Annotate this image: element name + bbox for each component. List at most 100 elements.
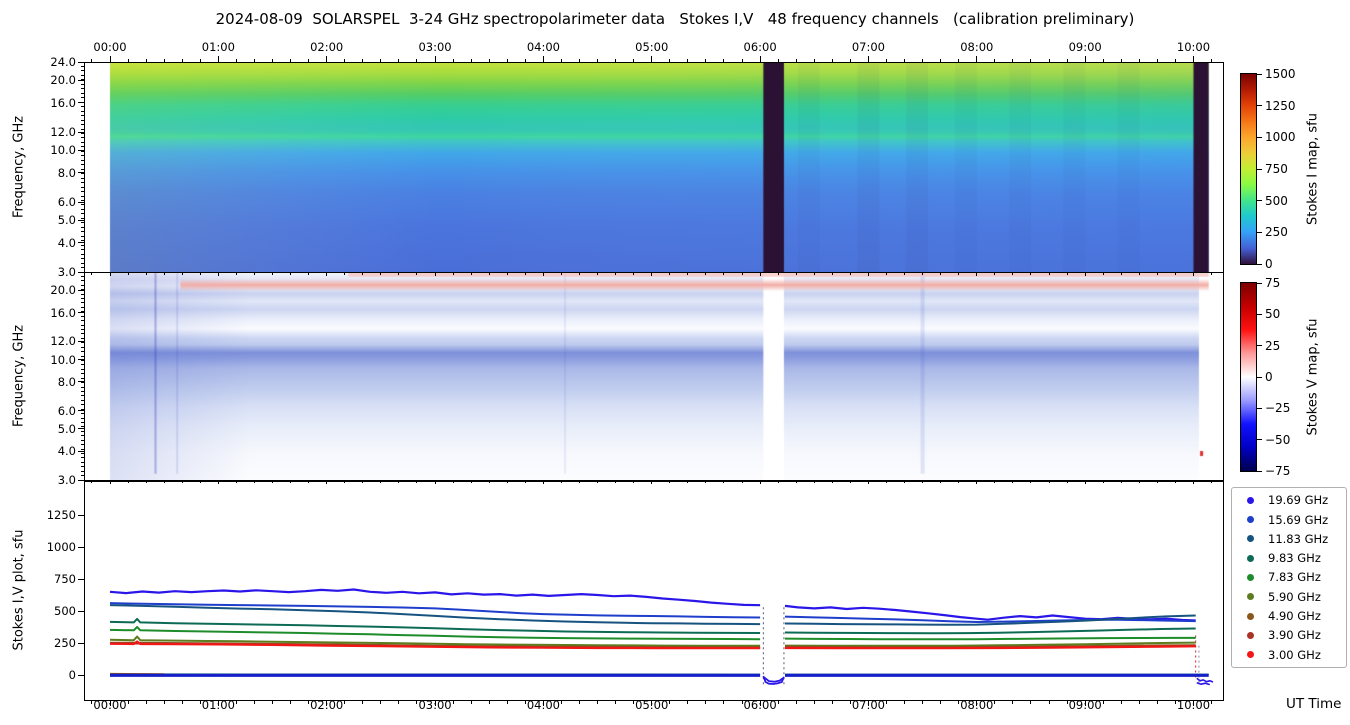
tick-mark bbox=[1257, 200, 1262, 202]
legend-dot-icon bbox=[1247, 516, 1254, 524]
tick-mark bbox=[362, 480, 364, 483]
tick-mark bbox=[633, 272, 635, 275]
tick-mark bbox=[1257, 231, 1262, 233]
tick-mark bbox=[922, 700, 924, 704]
tick-mark bbox=[181, 480, 183, 483]
tick-mark bbox=[1120, 272, 1122, 275]
tick-mark bbox=[1211, 480, 1213, 483]
tick-mark bbox=[1138, 58, 1140, 62]
tick-mark bbox=[1257, 105, 1262, 107]
tick-mark bbox=[80, 249, 84, 251]
tick-mark bbox=[199, 480, 201, 483]
tick-mark bbox=[705, 58, 707, 62]
tick-mark bbox=[78, 642, 84, 644]
tick-mark bbox=[741, 58, 743, 62]
tick-mark bbox=[80, 421, 84, 423]
tick-mark bbox=[181, 272, 183, 275]
tick-mark bbox=[217, 480, 219, 484]
tick-mark bbox=[78, 172, 84, 174]
time-tick-label-bottom: 05:00 bbox=[635, 698, 669, 712]
tick-mark bbox=[777, 480, 779, 483]
tick-mark bbox=[867, 56, 869, 62]
tick-mark bbox=[80, 226, 84, 228]
tick-mark bbox=[506, 272, 508, 275]
tick-mark bbox=[705, 272, 707, 275]
tick-mark bbox=[80, 351, 84, 353]
tick-mark bbox=[994, 58, 996, 62]
frequency-axis-label-top: Frequency, GHz bbox=[11, 115, 27, 219]
tick-mark bbox=[1066, 58, 1068, 62]
freq-tick-label: 6.0 bbox=[57, 195, 76, 209]
series-3-00-ghz-i bbox=[784, 645, 1196, 650]
tick-mark bbox=[80, 253, 84, 255]
tick-mark bbox=[723, 700, 725, 704]
legend-dot-icon bbox=[1247, 573, 1254, 581]
tick-mark bbox=[741, 272, 743, 275]
tick-mark bbox=[777, 272, 779, 275]
tick-mark bbox=[416, 58, 418, 62]
tick-mark bbox=[80, 324, 84, 326]
colorbar-tick-label: 750 bbox=[1265, 162, 1288, 176]
tick-mark bbox=[127, 272, 129, 275]
tick-mark bbox=[687, 272, 689, 275]
tick-mark bbox=[886, 700, 887, 704]
tick-mark bbox=[488, 700, 490, 704]
tick-mark bbox=[91, 272, 93, 275]
freq-tick-label: 12.0 bbox=[50, 334, 76, 349]
tick-mark bbox=[886, 272, 887, 275]
tick-mark bbox=[687, 700, 689, 704]
colorbar-tick-label: 50 bbox=[1265, 307, 1281, 322]
freq-tick-label: 10.0 bbox=[50, 352, 76, 367]
tick-mark bbox=[253, 58, 255, 62]
tick-mark bbox=[181, 58, 183, 62]
tick-mark bbox=[1174, 58, 1176, 62]
tick-mark bbox=[308, 272, 310, 275]
tick-mark bbox=[777, 58, 779, 62]
tick-mark bbox=[80, 386, 84, 388]
tick-mark bbox=[470, 700, 472, 704]
freq-tick-label: 4.0 bbox=[57, 444, 76, 459]
tick-mark bbox=[80, 461, 84, 463]
tick-mark bbox=[1257, 282, 1262, 284]
tick-mark bbox=[1193, 56, 1194, 62]
freq-tick-label: 24.0 bbox=[50, 55, 76, 69]
freq-tick-label: 5.0 bbox=[57, 421, 76, 436]
colorbar-tick-label: 1000 bbox=[1265, 130, 1296, 145]
tick-mark bbox=[452, 272, 454, 275]
time-tick-label-top: 09:00 bbox=[1068, 40, 1102, 54]
tick-mark bbox=[380, 700, 382, 704]
tick-mark bbox=[78, 289, 84, 291]
tick-mark bbox=[78, 340, 84, 342]
tick-mark bbox=[1211, 272, 1213, 275]
tick-mark bbox=[597, 272, 599, 275]
series-3-00-ghz-i bbox=[109, 640, 761, 650]
tick-mark bbox=[80, 373, 84, 375]
tick-mark bbox=[831, 480, 833, 483]
tick-mark bbox=[217, 700, 219, 706]
tick-mark bbox=[849, 480, 851, 483]
tick-mark bbox=[1257, 263, 1262, 265]
tick-mark bbox=[326, 272, 328, 276]
stokes-i-colorbar-gradient bbox=[1241, 74, 1256, 264]
tick-mark bbox=[80, 83, 84, 85]
tick-mark bbox=[326, 56, 328, 62]
tick-mark bbox=[91, 700, 93, 704]
tick-mark bbox=[380, 480, 382, 483]
time-tick-label-top: 10:00 bbox=[1176, 40, 1211, 54]
tick-mark bbox=[80, 204, 84, 206]
tick-mark bbox=[723, 272, 725, 275]
legend-label: 4.90 GHz bbox=[1268, 609, 1321, 624]
tick-mark bbox=[940, 700, 942, 704]
stokes-i-heatmap bbox=[85, 63, 1223, 272]
time-tick-label-bottom: 03:00 bbox=[418, 698, 452, 712]
tick-mark bbox=[362, 272, 364, 275]
tick-mark bbox=[290, 58, 292, 62]
tick-mark bbox=[1211, 58, 1213, 62]
tick-mark bbox=[976, 700, 978, 706]
tick-mark bbox=[78, 102, 84, 104]
tick-mark bbox=[759, 480, 761, 484]
tick-mark bbox=[1048, 272, 1050, 275]
tick-mark bbox=[78, 131, 84, 133]
tick-mark bbox=[78, 674, 84, 676]
